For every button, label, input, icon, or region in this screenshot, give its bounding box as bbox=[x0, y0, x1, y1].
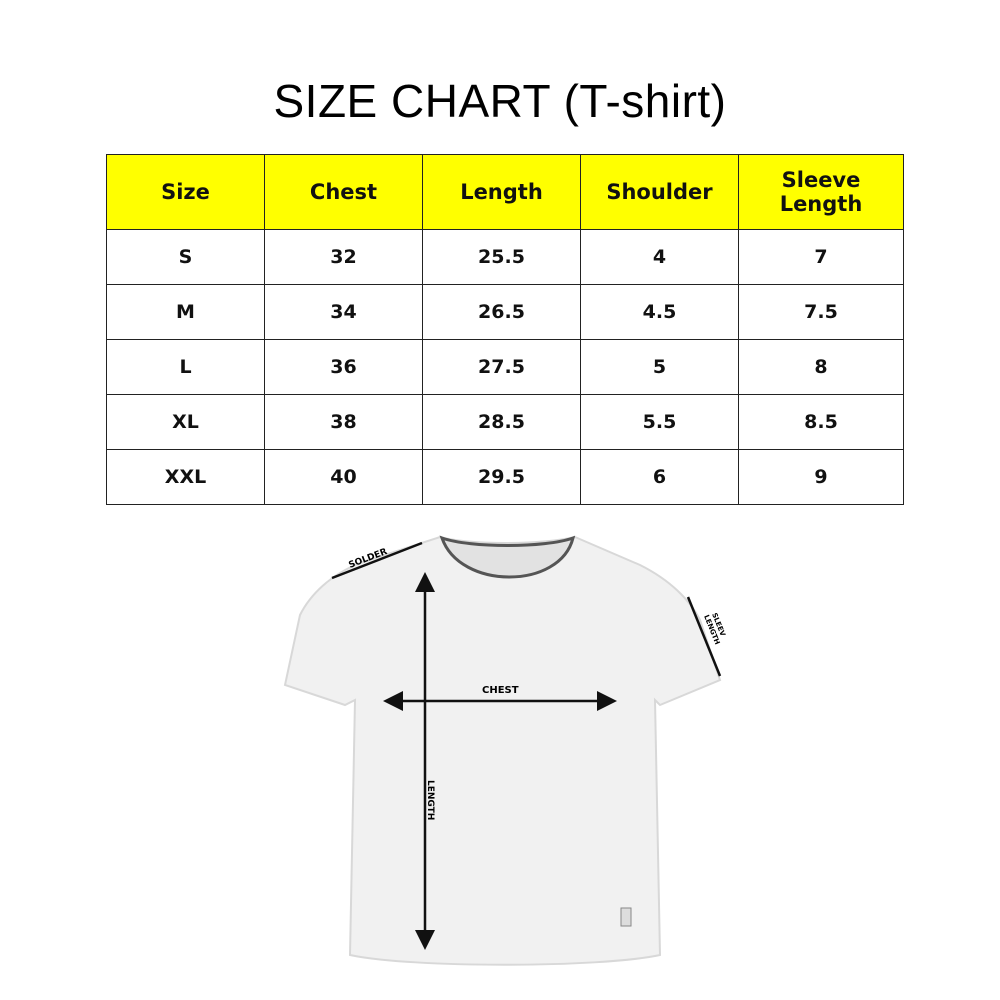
table-cell: XXL bbox=[106, 449, 265, 505]
table-cell: 4.5 bbox=[580, 284, 739, 340]
table-cell: 29.5 bbox=[422, 449, 581, 505]
table-cell: 25.5 bbox=[422, 229, 581, 285]
sleeve-measure-line bbox=[686, 596, 722, 677]
table-row: S 32 25.5 4 7 bbox=[106, 229, 904, 285]
size-chart-table: Size Chest Length Shoulder Sleeve Length… bbox=[106, 154, 904, 505]
shoulder-measure-line bbox=[331, 541, 423, 580]
table-cell: 6 bbox=[580, 449, 739, 505]
table-cell: 4 bbox=[580, 229, 739, 285]
table-cell: S bbox=[106, 229, 265, 285]
table-cell: 36 bbox=[264, 339, 423, 395]
tshirt-shape bbox=[283, 535, 722, 966]
table-cell: 5.5 bbox=[580, 394, 739, 450]
table-cell: 5 bbox=[580, 339, 739, 395]
chest-label: CHEST bbox=[482, 685, 519, 696]
table-cell: L bbox=[106, 339, 265, 395]
table-cell: 7.5 bbox=[738, 284, 904, 340]
table-cell: 8.5 bbox=[738, 394, 904, 450]
table-row: L 36 27.5 5 8 bbox=[106, 339, 904, 395]
table-cell: 34 bbox=[264, 284, 423, 340]
table-cell: 32 bbox=[264, 229, 423, 285]
table-cell: 28.5 bbox=[422, 394, 581, 450]
table-cell: 27.5 bbox=[422, 339, 581, 395]
tshirt-tag bbox=[620, 907, 632, 927]
header-length: Length bbox=[422, 154, 581, 230]
table-header-row: Size Chest Length Shoulder Sleeve Length bbox=[106, 154, 904, 230]
table-row: XXL 40 29.5 6 9 bbox=[106, 449, 904, 505]
table-cell: 40 bbox=[264, 449, 423, 505]
table-row: M 34 26.5 4.5 7.5 bbox=[106, 284, 904, 340]
length-label: LENGTH bbox=[425, 780, 435, 820]
table-cell: M bbox=[106, 284, 265, 340]
table-cell: 9 bbox=[738, 449, 904, 505]
tshirt-collar bbox=[439, 535, 576, 579]
page-title: SIZE CHART (T-shirt) bbox=[273, 75, 727, 127]
header-chest: Chest bbox=[264, 154, 423, 230]
table-cell: 7 bbox=[738, 229, 904, 285]
header-sleeve-length: Sleeve Length bbox=[738, 154, 904, 230]
header-size: Size bbox=[106, 154, 265, 230]
